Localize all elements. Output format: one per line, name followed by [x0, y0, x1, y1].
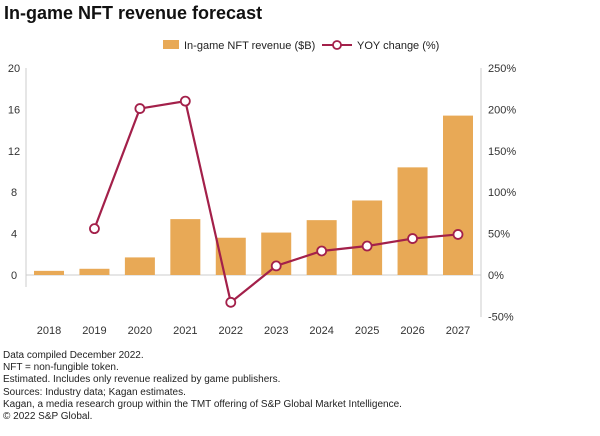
- footnotes: Data compiled December 2022. NFT = non-f…: [3, 350, 402, 423]
- left-tick-label: 4: [11, 229, 17, 241]
- x-tick-label: 2023: [264, 325, 288, 337]
- yoy-point-2027: [452, 229, 464, 240]
- legend-bar-swatch: [163, 40, 179, 49]
- bar-2019: [79, 268, 110, 275]
- bar-2018: [34, 270, 64, 275]
- left-tick-label: 8: [11, 187, 17, 199]
- right-tick-label: 200%: [488, 104, 516, 116]
- x-tick-label: 2025: [355, 325, 379, 337]
- right-tick-label: 0%: [488, 270, 504, 282]
- x-tick-label: 2018: [37, 325, 61, 337]
- footnote: © 2022 S&P Global.: [3, 411, 93, 423]
- yoy-point-2022: [225, 296, 237, 308]
- right-tick-label: 50%: [488, 229, 510, 241]
- left-tick-label: 0: [11, 270, 17, 282]
- x-tick-label: 2020: [128, 325, 152, 337]
- legend-line-marker: [332, 40, 342, 50]
- left-tick-label: 12: [8, 146, 20, 158]
- footnote: Estimated. Includes only revenue realize…: [3, 374, 281, 386]
- bar-2021: [170, 219, 201, 275]
- yoy-point-2025: [361, 240, 373, 252]
- bar-2025: [352, 200, 383, 275]
- footnote: NFT = non-fungible token.: [3, 362, 119, 374]
- footnote: Kagan, a media research group within the…: [3, 398, 402, 410]
- right-tick-label: 150%: [488, 146, 516, 158]
- yoy-point-2024: [316, 245, 328, 257]
- bar-2020: [124, 257, 155, 275]
- chart: 0 4 8 12 16 20 -50% 0% 50% 100% 150% 200% 250% 2018 20…: [8, 40, 516, 337]
- x-tick-label: 2027: [446, 325, 470, 337]
- chart-title: In-game NFT revenue forecast: [4, 3, 263, 23]
- footnote: Sources: Industry data; Kagan estimates.: [3, 386, 186, 398]
- yoy-point-2026: [407, 233, 418, 244]
- yoy-point-2019: [89, 223, 100, 235]
- legend-bar-label: In-game NFT revenue ($B): [184, 40, 315, 52]
- x-tick-label: 2022: [219, 325, 243, 337]
- footnote: Data compiled December 2022.: [3, 350, 144, 361]
- bar-2027: [443, 115, 473, 275]
- x-tick-label: 2026: [400, 325, 424, 337]
- yoy-point-2020: [134, 103, 146, 114]
- left-tick-label: 16: [8, 104, 20, 116]
- x-tick-label: 2024: [309, 325, 333, 337]
- right-tick-label: -50%: [488, 311, 514, 323]
- right-tick-label: 100%: [488, 187, 516, 199]
- x-tick-label: 2021: [173, 325, 197, 337]
- x-tick-label: 2019: [82, 325, 106, 337]
- legend-line-label: YOY change (%): [357, 40, 439, 52]
- left-tick-label: 20: [8, 63, 20, 75]
- right-tick-label: 250%: [488, 63, 516, 75]
- yoy-point-2021: [179, 95, 191, 107]
- bar-2026: [397, 167, 428, 275]
- yoy-point-2023: [270, 260, 282, 272]
